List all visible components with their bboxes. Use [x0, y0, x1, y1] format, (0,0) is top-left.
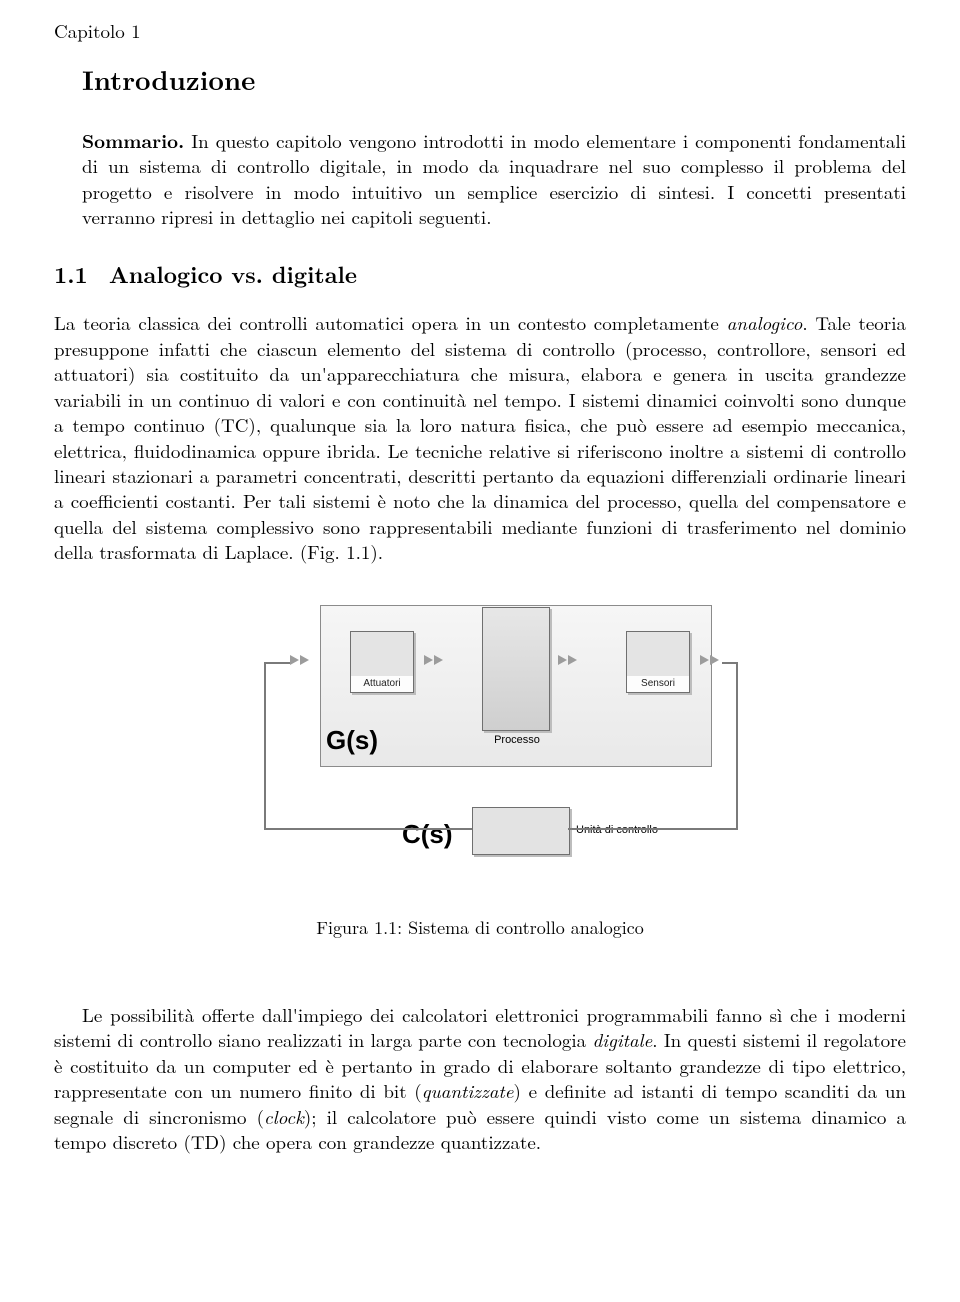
- section-title: Analogico vs. digitale: [109, 257, 357, 290]
- section-number: 1.1: [54, 259, 100, 290]
- body-paragraph-2: Le possibilità offerte dall'impiego dei …: [54, 1002, 906, 1155]
- summary-runin: Sommario.: [82, 126, 184, 154]
- figure-caption: Figura 1.1: Sistema di controllo analogi…: [250, 916, 710, 940]
- figure-1-1: Attuatori Processo Sensori Unità di cont…: [250, 605, 710, 940]
- gs-symbol: G(s): [326, 723, 378, 758]
- body-paragraph-1: La teoria classica dei controlli automat…: [54, 310, 906, 565]
- attuatori-box: Attuatori: [350, 631, 414, 693]
- processo-label: Processo: [472, 733, 562, 748]
- chapter-label: Capitolo 1: [54, 18, 906, 43]
- connector-line: [736, 662, 738, 828]
- p1-em-analogico: analogico: [727, 309, 803, 336]
- p1-rest: . Tale teoria presuppone infatti che cia…: [54, 309, 906, 565]
- page: Capitolo 1 Introduzione Sommario. In que…: [0, 0, 960, 1302]
- connector-line: [264, 662, 266, 828]
- section-heading: 1.1 Analogico vs. digitale: [54, 259, 906, 290]
- arrow-icon: [424, 655, 446, 669]
- connector-line: [264, 662, 290, 664]
- connector-line: [722, 662, 736, 664]
- controller-label: Unità di controllo: [576, 823, 658, 838]
- p2-em-quantizzate: quantizzate: [422, 1077, 514, 1104]
- p2-em-clock: clock: [264, 1103, 304, 1130]
- arrow-icon: [700, 655, 722, 669]
- sensori-image: [627, 632, 689, 676]
- p1-lead: La teoria classica dei controlli automat…: [54, 309, 727, 336]
- summary-paragraph: Sommario. In questo capitolo vengono int…: [82, 128, 906, 230]
- controller-box: [472, 807, 570, 855]
- chapter-title: Introduzione: [82, 61, 906, 97]
- connector-line: [568, 828, 738, 830]
- arrow-icon: [558, 655, 580, 669]
- summary-text: In questo capitolo vengono introdotti in…: [82, 127, 906, 230]
- arrow-icon: [290, 655, 312, 669]
- processo-image: [482, 607, 550, 731]
- figure-diagram: Attuatori Processo Sensori Unità di cont…: [250, 605, 710, 900]
- connector-line: [264, 828, 472, 830]
- cs-symbol: C(s): [402, 817, 453, 852]
- attuatori-label: Attuatori: [351, 676, 413, 689]
- attuatori-image: [351, 632, 413, 676]
- sensori-label: Sensori: [627, 676, 689, 689]
- sensori-box: Sensori: [626, 631, 690, 693]
- p2-em-digitale: digitale: [592, 1026, 652, 1053]
